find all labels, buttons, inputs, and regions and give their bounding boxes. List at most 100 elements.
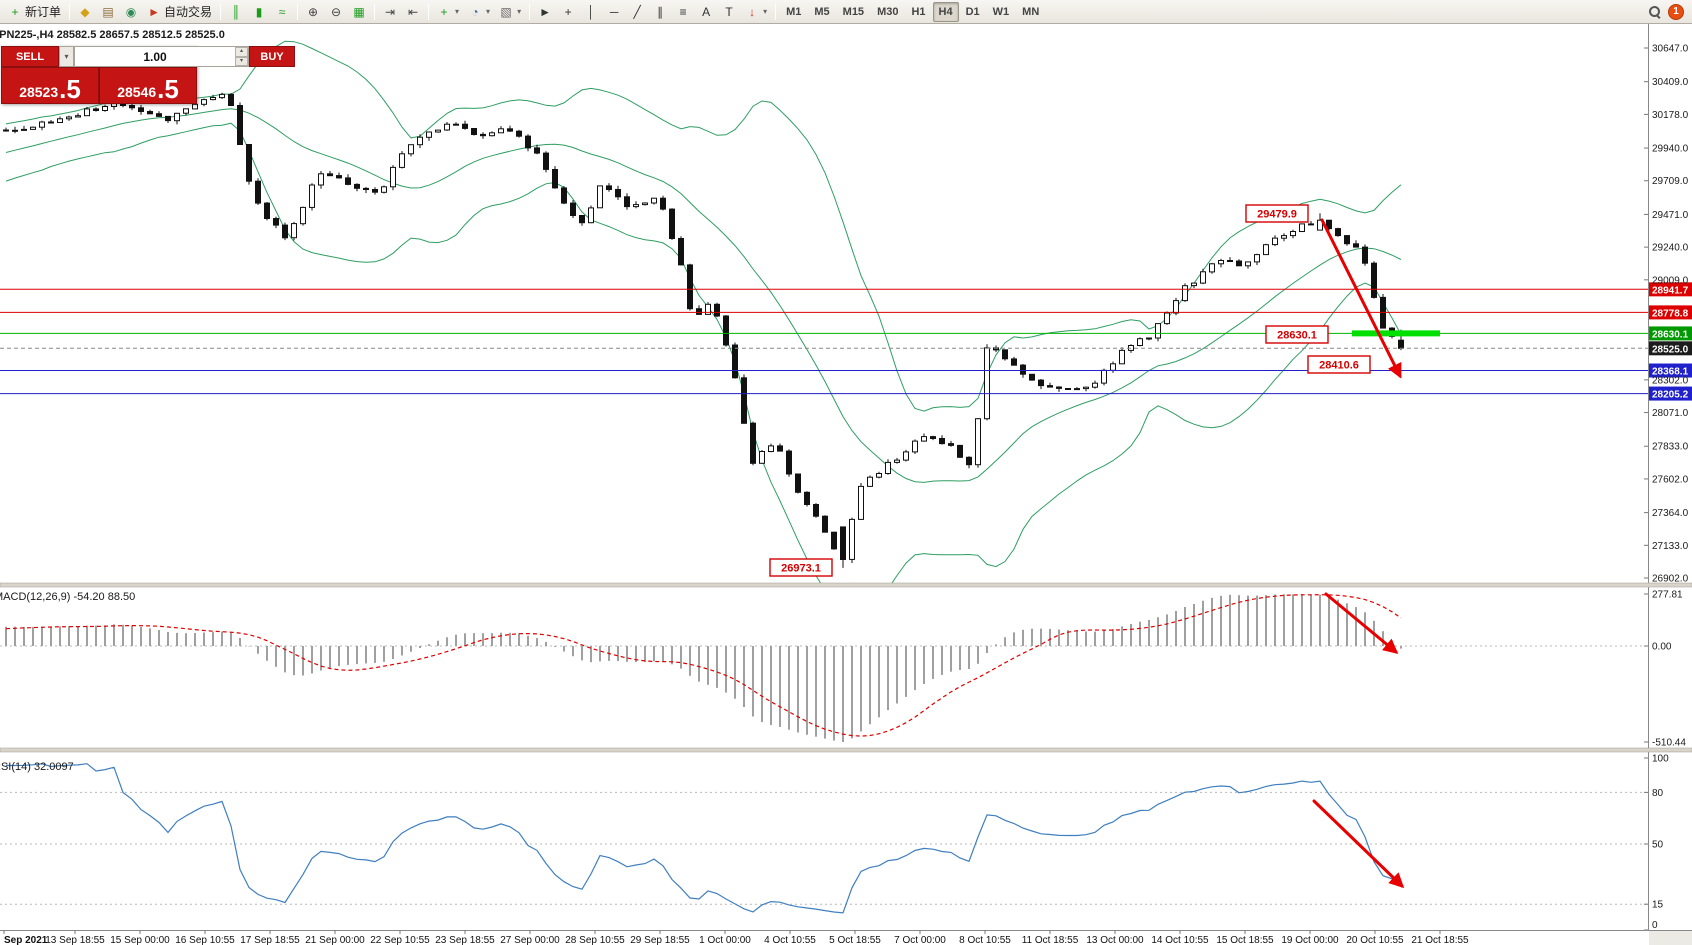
time-tick-label: 17 Sep 18:55 [240,935,300,945]
cursor-button[interactable]: ► [534,2,556,22]
candle-body [588,207,594,224]
bar-chart-mode-button[interactable]: ║ [225,2,247,22]
trend-arrow[interactable] [1324,592,1399,654]
time-tick-label: 21 Oct 18:55 [1411,935,1469,945]
candle-body [1263,244,1269,256]
annotation-box [1245,204,1309,223]
candle-body [75,115,81,118]
time-tick-label: 13 Oct 00:00 [1086,935,1144,945]
periods-button[interactable]: ◔ ▾ [464,2,494,22]
new-order-button-label: 新订单 [25,5,62,19]
price-annotation[interactable]: 28630.1 [1265,325,1329,344]
timeframe-button-m15[interactable]: M15 [837,2,870,22]
candle-body [912,440,918,453]
timeframe-button-mn[interactable]: MN [1016,2,1045,22]
price-badge-label: 28941.7 [1652,285,1689,296]
price-annotation[interactable]: 26973.1 [769,558,833,577]
candle-body [1317,219,1323,231]
label-button[interactable]: T [718,2,740,22]
rsi-line [6,763,1402,914]
arrows-button[interactable]: ↓ ▾ [741,2,771,22]
tile-windows-button[interactable]: ▦ [348,2,370,22]
candle-body [147,111,153,115]
candle-body [642,202,648,206]
volume-decrease-button[interactable]: ▾ [235,56,248,66]
volume-field: ▴ ▾ [74,46,249,67]
search-button[interactable] [1644,2,1665,22]
volume-increase-button[interactable]: ▴ [235,47,248,57]
trendline-button[interactable]: ╱ [626,2,648,22]
toolbar-separator [428,3,430,20]
autotrading-button[interactable]: ► 自动交易 [143,2,216,22]
buy-price-display[interactable]: 28546.5 [99,67,197,104]
channel-button[interactable]: ∥ [649,2,671,22]
candle-body [1119,349,1125,365]
price-badge-label: 28778.8 [1652,308,1689,319]
timeframe-button-m5[interactable]: M5 [808,2,835,22]
crosshair-button[interactable]: + [557,2,579,22]
candle-body [1335,228,1341,237]
candlestick-mode-button[interactable]: ▮ [248,2,270,22]
volume-dropdown-button[interactable]: ▾ [59,46,74,67]
main-chart-panel[interactable] [0,40,1648,612]
timeframe-button-h4[interactable]: H4 [932,1,959,22]
text-button[interactable]: A [695,2,717,22]
candle-body [507,128,513,132]
candle-body [255,180,261,204]
chart-settings-button[interactable]: ▧ ▾ [495,2,525,22]
candle-body [534,147,540,154]
timeframe-button-h1[interactable]: H1 [905,2,931,22]
time-tick-label: 15 Sep 00:00 [110,935,170,945]
macd-panel[interactable] [0,594,1648,742]
timeframe-button-w1[interactable]: W1 [987,2,1016,22]
price-axis[interactable]: 28941.7 28778.8 28630.1 28525.0 28368.1 28205… [1644,24,1692,931]
candle-body [1173,300,1179,314]
price-annotation[interactable]: 28410.6 [1307,355,1371,374]
vertical-line-button[interactable]: │ [580,2,602,22]
timeframe-button-m1[interactable]: M1 [780,2,807,22]
candle-body [138,107,144,113]
sell-button[interactable]: SELL [1,46,59,67]
time-tick-label: 5 Oct 18:55 [829,935,881,945]
zoom-in-button[interactable]: ⊕ [302,2,324,22]
time-tick-label: 20 Oct 10:55 [1346,935,1404,945]
auto-scroll-button[interactable]: ⇥ [379,2,401,22]
zoom-out-button[interactable]: ⊖ [325,2,347,22]
new-chart-button[interactable]: + ▾ [433,2,463,22]
panel-splitter[interactable] [0,747,1692,753]
price-badge: 28630.1 [1649,326,1692,341]
candle-body [1182,285,1188,302]
candle-body [1254,254,1260,263]
candle-body [948,443,954,446]
candle-body [543,152,549,170]
new-order-button[interactable]: + 新订单 [4,2,65,22]
candle-body [1074,388,1080,391]
chart-shift-button[interactable]: ⇤ [402,2,424,22]
panel-splitter[interactable] [0,582,1692,588]
candle-body [264,202,270,220]
line-chart-mode-button[interactable]: ≈ [271,2,293,22]
notification-badge[interactable]: 1 [1668,3,1684,20]
volume-input[interactable] [75,47,235,66]
trend-arrow[interactable] [1320,218,1402,379]
chart-ohlc-info: JPN225-,H4 28582.5 28657.5 28512.5 28525… [0,29,225,41]
price-annotation[interactable]: 29479.9 [1245,204,1309,223]
trend-arrow[interactable] [1312,799,1405,889]
rsi-panel[interactable] [0,763,1648,914]
candle-body [831,531,837,550]
horizontal-line-button[interactable]: ─ [603,2,625,22]
candle-body [1344,235,1350,245]
candle-body [1020,364,1026,375]
sell-price-display[interactable]: 28523.5 [1,67,99,104]
charts-profile-button[interactable]: ◆ [74,2,96,22]
timeframe-button-d1[interactable]: D1 [960,2,986,22]
rsi-label: RSI(14) 32.0097 [0,761,74,773]
time-tick-label: 8 Oct 10:55 [959,935,1011,945]
fibonacci-button[interactable]: ≡ [672,2,694,22]
buy-button[interactable]: BUY [249,46,295,67]
community-button[interactable]: ◉ [120,2,142,22]
timeframe-button-m30[interactable]: M30 [871,2,904,22]
candle-body [300,206,306,225]
market-watch-button[interactable]: ▤ [97,2,119,22]
